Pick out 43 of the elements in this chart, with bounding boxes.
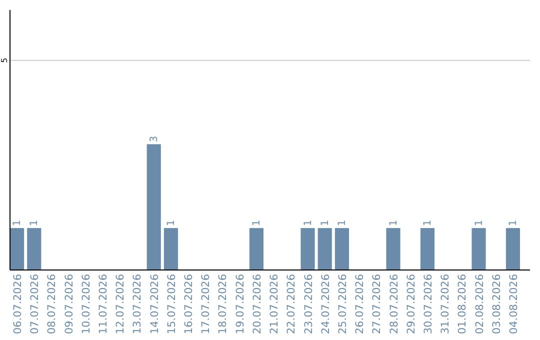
data-label: 1 — [474, 220, 485, 226]
x-tick-label: 21.07.2026 — [268, 274, 281, 334]
x-tick-label: 19.07.2026 — [234, 274, 246, 334]
x-tick-label: 07.07.2026 — [29, 274, 42, 334]
x-tick-label: 08.07.2026 — [46, 274, 58, 334]
x-tick-label: 09.07.2026 — [63, 274, 76, 334]
data-label: 3 — [148, 136, 160, 142]
x-tick-label: 16.07.2026 — [183, 274, 196, 334]
data-label: 1 — [336, 220, 348, 226]
x-tick-label: 06.07.2026 — [12, 274, 24, 334]
data-label: 1 — [166, 220, 177, 226]
x-tick-label: 03.08.2026 — [490, 274, 503, 334]
data-label: 1 — [302, 220, 314, 226]
x-tick-label: 30.07.2026 — [422, 274, 434, 334]
data-label: 1 — [388, 220, 400, 226]
data-label: 1 — [12, 220, 24, 226]
x-tick-label: 29.07.2026 — [405, 274, 418, 334]
data-label: 1 — [251, 220, 262, 226]
x-tick-label: 26.07.2026 — [354, 274, 366, 334]
x-tick-label: 28.07.2026 — [388, 274, 400, 334]
x-tick-label: 18.07.2026 — [217, 274, 230, 334]
data-label: 1 — [508, 220, 519, 226]
x-tick-label: 31.07.2026 — [440, 274, 452, 334]
x-tick-label: 14.07.2026 — [148, 274, 161, 334]
x-tick-label: 23.07.2026 — [302, 274, 315, 334]
x-tick-label: 12.07.2026 — [114, 274, 127, 334]
data-label: 1 — [422, 220, 434, 226]
x-tick-label: 24.07.2026 — [320, 274, 332, 334]
x-tick-label: 11.07.2026 — [98, 274, 110, 334]
x-tick-label: 02.08.2026 — [474, 274, 486, 334]
x-tick-label: 25.07.2026 — [336, 274, 349, 334]
x-tick-label: 27.07.2026 — [371, 274, 384, 334]
x-tick-label: 01.08.2026 — [456, 274, 469, 334]
x-tick-label: 15.07.2026 — [166, 274, 178, 334]
data-label: 1 — [29, 220, 40, 226]
x-tick-label: 17.07.2026 — [200, 274, 212, 334]
x-tick-label: 10.07.2026 — [80, 274, 92, 334]
x-tick-label: 13.07.2026 — [132, 274, 144, 334]
data-label: 1 — [320, 220, 331, 226]
y-tick-label: 5 — [0, 58, 9, 63]
x-tick-label: 04.08.2026 — [508, 274, 520, 334]
x-tick-label: 20.07.2026 — [251, 274, 264, 334]
x-tick-label: 22.07.2026 — [286, 274, 298, 334]
